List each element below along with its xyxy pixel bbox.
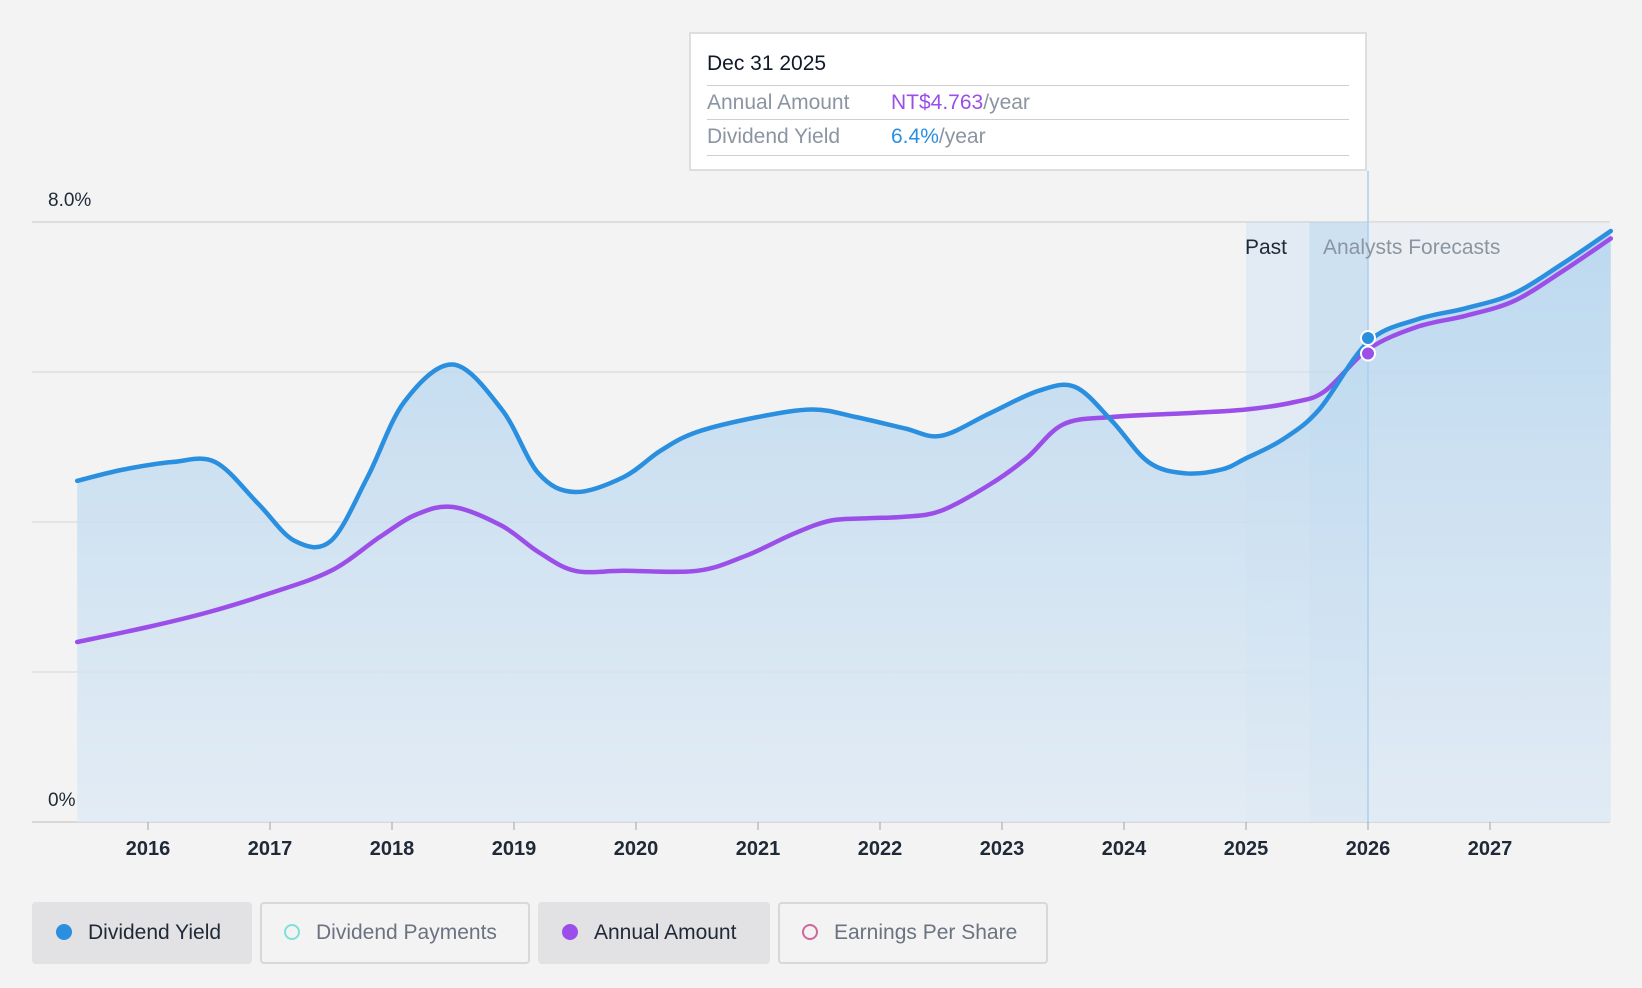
y-tick-label: 8.0% xyxy=(48,190,91,211)
x-tick-label: 2021 xyxy=(736,838,781,860)
legend-label: Annual Amount xyxy=(594,921,737,944)
tooltip-label: Annual Amount xyxy=(707,91,850,114)
hover-markers xyxy=(1360,171,1376,822)
x-axis: 2016 2017 2018 2019 2020 2021 2022 2023 2024 2025… xyxy=(126,822,1513,860)
x-tick-label: 2025 xyxy=(1224,838,1269,860)
x-tick-label: 2019 xyxy=(492,838,537,860)
region-past-label: Past xyxy=(1245,236,1287,259)
legend-dot-icon xyxy=(562,924,578,940)
tooltip-unit: /year xyxy=(938,125,986,148)
legend-label: Earnings Per Share xyxy=(834,921,1018,944)
x-tick-label: 2027 xyxy=(1468,838,1513,860)
yield-area xyxy=(77,231,1611,822)
legend-earnings-per-share-button[interactable]: Earnings Per Share xyxy=(778,902,1048,964)
y-tick-label: 0% xyxy=(48,790,76,811)
x-tick-label: 2017 xyxy=(248,838,293,860)
tooltip-row-dividend-yield: Dividend Yield 6.4%/year xyxy=(707,119,1349,154)
x-tick-label: 2020 xyxy=(614,838,659,860)
region-forecast-label: Analysts Forecasts xyxy=(1323,236,1500,259)
tooltip-date: Dec 31 2025 xyxy=(707,52,827,75)
x-tick-label: 2024 xyxy=(1102,838,1147,860)
dividend-chart: 2016 2017 2018 2019 2020 2021 2022 2023 2024 2025… xyxy=(32,171,1614,860)
legend-dot-icon xyxy=(284,924,300,940)
series-lines xyxy=(74,228,1614,645)
tooltip-label: Dividend Yield xyxy=(707,125,841,148)
tooltip-row-annual-amount: Annual Amount NT$4.763/year xyxy=(707,85,1349,120)
tooltip-unit: /year xyxy=(983,91,1030,114)
x-tick-label: 2016 xyxy=(126,838,171,860)
y-axis-labels: 8.0% 0% xyxy=(48,190,91,811)
dividend-yield-marker xyxy=(1360,330,1376,346)
x-tick-label: 2023 xyxy=(980,838,1025,860)
tooltip-divider xyxy=(707,155,1349,156)
x-tick-label: 2018 xyxy=(370,838,415,860)
legend-annual-amount-button[interactable]: Annual Amount xyxy=(538,902,770,964)
legend-label: Dividend Payments xyxy=(316,921,497,944)
tooltip-value: 6.4% xyxy=(891,125,939,148)
dividend-yield-area xyxy=(77,231,1611,822)
chart-tooltip: Dec 31 2025 Annual Amount NT$4.763/year … xyxy=(689,32,1367,171)
tooltip-value: NT$4.763 xyxy=(891,91,984,114)
legend-dot-icon xyxy=(56,924,72,940)
legend-dot-icon xyxy=(802,924,818,940)
legend-dividend-yield-button[interactable]: Dividend Yield xyxy=(32,902,252,964)
x-tick-label: 2022 xyxy=(858,838,903,860)
legend-label: Dividend Yield xyxy=(88,921,222,944)
legend-dividend-payments-button[interactable]: Dividend Payments xyxy=(260,902,530,964)
x-tick-label: 2026 xyxy=(1346,838,1391,860)
annual-amount-marker xyxy=(1360,345,1376,362)
dividend-yield-line xyxy=(74,228,1614,550)
